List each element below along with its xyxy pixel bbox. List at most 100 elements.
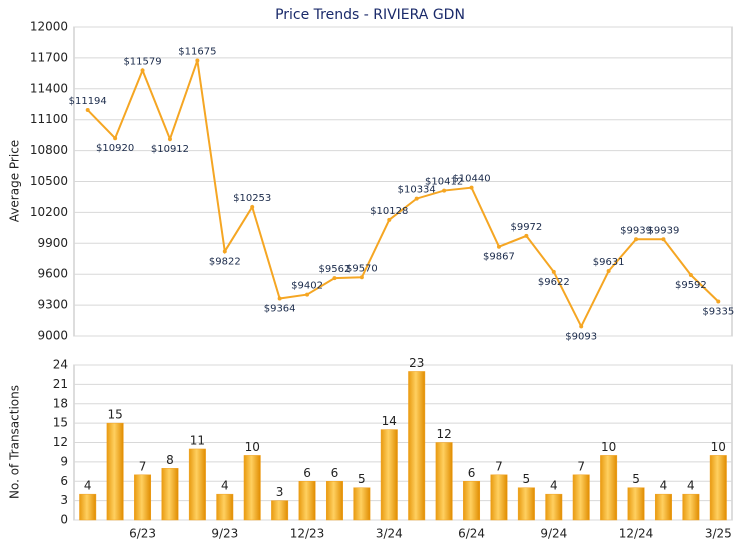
- data-label: 10: [711, 440, 726, 454]
- y-tick-label: 10500: [30, 174, 68, 188]
- data-label: 10: [245, 440, 260, 454]
- point: [332, 276, 337, 281]
- y-tick-label: 9600: [37, 267, 68, 281]
- data-label: 8: [166, 453, 174, 467]
- bar: [216, 493, 234, 521]
- point: [414, 196, 419, 201]
- y-tick-label: 9: [60, 454, 68, 468]
- bar: [298, 481, 316, 521]
- data-label: 6: [303, 466, 311, 480]
- bar: [572, 474, 590, 521]
- point: [167, 137, 172, 142]
- point: [496, 244, 501, 249]
- data-label: $9364: [264, 304, 296, 315]
- y-axis-label: No. of Transactions: [8, 385, 22, 499]
- point: [688, 273, 693, 278]
- bar: [106, 422, 124, 521]
- data-label: 6: [331, 466, 339, 480]
- data-label: $9562: [319, 264, 351, 275]
- data-label: 4: [221, 479, 229, 493]
- bar: [188, 448, 206, 521]
- data-label: 5: [523, 472, 531, 486]
- point: [85, 108, 90, 113]
- bar: [709, 455, 727, 521]
- x-tick-label: 3/25: [705, 527, 732, 541]
- data-label: $10334: [398, 185, 436, 196]
- data-label: $10440: [452, 174, 490, 185]
- y-tick-label: 10200: [30, 205, 68, 219]
- y-tick-label: 12000: [30, 20, 68, 34]
- data-label: 4: [550, 479, 558, 493]
- bar: [517, 487, 535, 521]
- price-line: [86, 60, 719, 329]
- point: [634, 237, 639, 242]
- data-label: 11: [190, 433, 205, 447]
- bar: [490, 474, 508, 521]
- bar: [79, 493, 97, 521]
- data-label: $10920: [96, 143, 134, 154]
- chart-title: Price Trends - RIVIERA GDN: [275, 7, 465, 23]
- data-label: 10: [601, 440, 616, 454]
- data-label: $9939: [648, 225, 680, 236]
- bar: [435, 442, 453, 521]
- data-label: 14: [382, 414, 397, 428]
- bar: [380, 429, 398, 521]
- data-label: 5: [358, 472, 366, 486]
- point: [551, 269, 556, 274]
- data-label: 4: [84, 479, 92, 493]
- data-label: 12: [436, 427, 451, 441]
- y-tick-label: 6: [60, 474, 68, 488]
- bar: [271, 500, 289, 521]
- x-tick-label: 6/23: [129, 527, 156, 541]
- data-label: $11579: [123, 56, 161, 67]
- data-label: 15: [107, 408, 122, 422]
- point: [113, 136, 118, 141]
- data-label: $9402: [291, 281, 323, 292]
- data-label: $9867: [483, 252, 515, 263]
- y-tick-label: 11700: [30, 50, 68, 64]
- bar: [654, 493, 672, 521]
- point: [140, 68, 145, 73]
- point: [716, 299, 721, 304]
- point: [469, 185, 474, 190]
- bar: [682, 493, 700, 521]
- data-label: 7: [577, 459, 585, 473]
- point: [524, 233, 529, 238]
- bar: [408, 371, 426, 521]
- y-tick-label: 10800: [30, 143, 68, 157]
- x-tick-label: 6/24: [458, 527, 485, 541]
- bar: [545, 493, 563, 521]
- bar: [325, 481, 343, 521]
- y-axis-label: Average Price: [8, 140, 22, 222]
- point: [579, 324, 584, 329]
- data-label: $9093: [565, 331, 597, 342]
- y-tick-label: 9000: [37, 329, 68, 343]
- data-label: 4: [687, 479, 695, 493]
- data-label: $9622: [538, 277, 570, 288]
- y-tick-label: 21: [53, 377, 68, 391]
- point: [250, 204, 255, 209]
- data-label: 5: [632, 472, 640, 486]
- y-tick-label: 9300: [37, 298, 68, 312]
- data-label: $10412: [425, 177, 463, 188]
- point: [359, 275, 364, 280]
- x-tick-label: 3/24: [376, 527, 403, 541]
- data-label: 7: [495, 459, 503, 473]
- bar: [353, 487, 371, 521]
- bar: [463, 481, 481, 521]
- data-label: 6: [468, 466, 476, 480]
- data-label: $9939: [620, 225, 652, 236]
- data-label: $11194: [69, 96, 107, 107]
- point: [277, 296, 282, 301]
- point: [606, 269, 611, 274]
- x-tick-label: 12/23: [290, 527, 325, 541]
- point: [222, 249, 227, 254]
- data-label: $9631: [593, 257, 625, 268]
- x-tick-label: 9/24: [540, 527, 567, 541]
- data-label: $10128: [370, 206, 408, 217]
- data-label: $11675: [178, 46, 216, 57]
- y-tick-label: 0: [60, 513, 68, 527]
- y-tick-label: 18: [53, 396, 68, 410]
- data-label: 7: [139, 459, 147, 473]
